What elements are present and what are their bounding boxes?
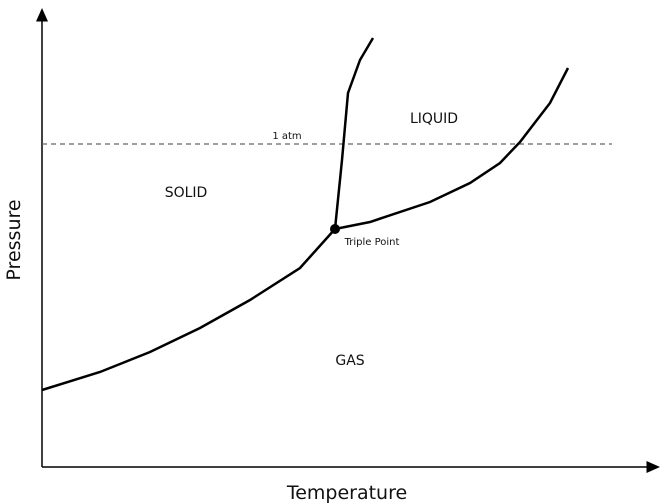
triple-point	[330, 224, 340, 234]
y-axis-label: Pressure	[3, 199, 25, 280]
sublimation-curve	[41, 228, 336, 392]
fusion-curve	[333, 37, 375, 230]
region-label: GAS	[335, 353, 364, 369]
point-label: Triple Point	[344, 237, 400, 248]
region-label: LIQUID	[410, 111, 458, 127]
reference-label: 1 atm	[272, 131, 301, 142]
vaporization-curve	[334, 67, 570, 231]
x-axis-label: Temperature	[286, 482, 407, 503]
region-label: SOLID	[165, 185, 208, 201]
